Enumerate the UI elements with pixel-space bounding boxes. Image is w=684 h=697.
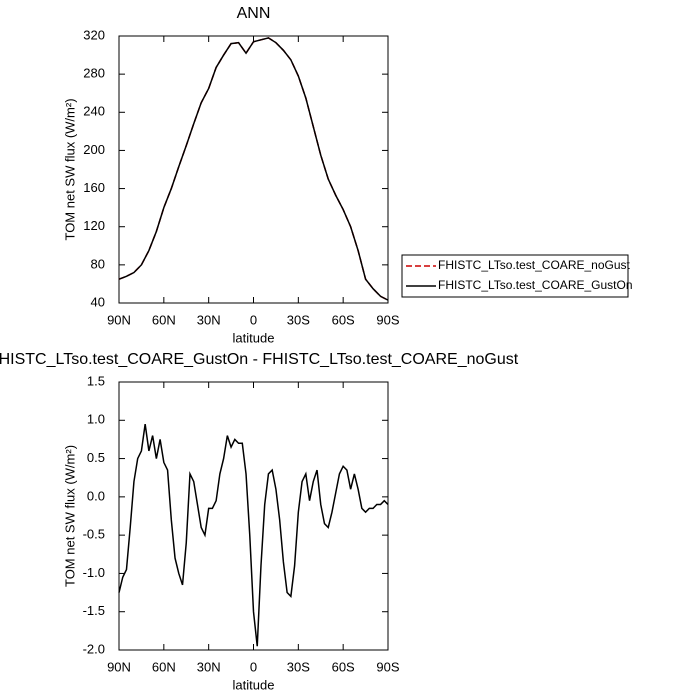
x-axis-label: latitude: [233, 677, 275, 692]
y-tick-label: -1.0: [83, 565, 105, 580]
x-tick-label: 60N: [152, 312, 176, 327]
y-tick-label: 320: [83, 27, 105, 42]
series-line: [118, 424, 389, 647]
y-tick-label: -1.5: [83, 603, 105, 618]
legend-box: [401, 254, 629, 298]
y-tick-label: 240: [83, 104, 105, 119]
plot-frame: [118, 35, 389, 304]
y-tick-label: 1.0: [87, 412, 105, 427]
chart-title: FHISTC_LTso.test_COARE_GustOn - FHISTC_L…: [0, 351, 519, 368]
y-tick-label: 200: [83, 142, 105, 157]
x-tick-label: 90N: [107, 312, 131, 327]
x-tick-label: 0: [250, 659, 257, 674]
y-tick-label: -0.5: [83, 527, 105, 542]
x-tick-label: 30S: [287, 312, 310, 327]
y-tick-label: 0.5: [87, 450, 105, 465]
x-tick-label: 0: [250, 312, 257, 327]
x-tick-label: 60S: [332, 312, 355, 327]
y-tick-label: -2.0: [83, 641, 105, 656]
y-tick-label: 0.0: [87, 488, 105, 503]
y-tick-label: 160: [83, 180, 105, 195]
x-tick-label: 90S: [376, 659, 399, 674]
x-axis-label: latitude: [233, 330, 275, 345]
y-tick-label: 40: [91, 294, 105, 309]
x-tick-label: 90N: [107, 659, 131, 674]
chart-title: ANN: [237, 5, 271, 22]
x-tick-label: 60S: [332, 659, 355, 674]
series-line: [118, 37, 389, 301]
x-tick-label: 30S: [287, 659, 310, 674]
legend-label: FHISTC_LTso.test_COARE_noGust: [438, 258, 631, 272]
x-tick-label: 30N: [197, 659, 221, 674]
y-axis-label: TOM net SW flux (W/m²): [62, 445, 77, 587]
x-tick-label: 60N: [152, 659, 176, 674]
y-axis-label: TOM net SW flux (W/m²): [62, 98, 77, 240]
y-tick-label: 120: [83, 218, 105, 233]
y-tick-label: 280: [83, 66, 105, 81]
series-line: [118, 37, 389, 301]
x-tick-label: 30N: [197, 312, 221, 327]
x-tick-label: 90S: [376, 312, 399, 327]
y-tick-label: 1.5: [87, 373, 105, 388]
legend-label: FHISTC_LTso.test_COARE_GustOn: [438, 278, 633, 292]
y-tick-label: 80: [91, 256, 105, 271]
